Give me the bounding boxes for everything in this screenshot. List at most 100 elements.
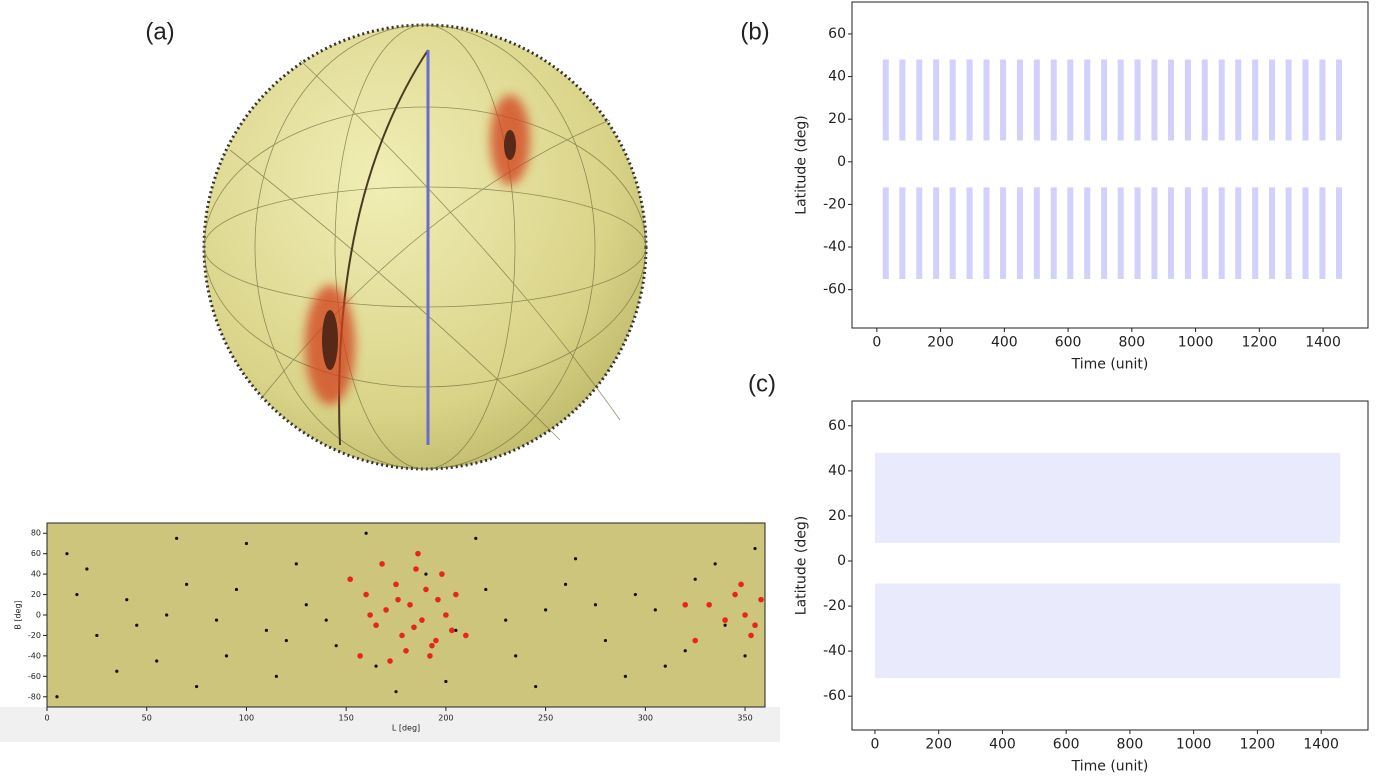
y-tick-label: -60 (823, 282, 846, 298)
point (407, 601, 413, 608)
stripe (1134, 187, 1141, 279)
stripe (1067, 187, 1074, 279)
x-tick-label: 1200 (1241, 334, 1277, 350)
y-tick-label: 20 (828, 508, 846, 524)
point (653, 608, 657, 612)
point (363, 591, 369, 598)
point (394, 690, 398, 694)
y-tick-label: 0 (36, 611, 41, 620)
stripe (1050, 59, 1057, 141)
stripe (1218, 187, 1225, 279)
stripe (1285, 187, 1292, 279)
stripe (1319, 187, 1326, 279)
point (454, 628, 458, 632)
y-tick-label: -20 (823, 196, 846, 212)
x-tick-label: 1400 (1305, 334, 1341, 350)
point (443, 612, 449, 618)
point (663, 664, 667, 668)
y-tick-label: -20 (823, 598, 846, 614)
point (65, 552, 69, 556)
stripe (1184, 59, 1191, 141)
sphere (202, 23, 648, 471)
y-tick-label: -40 (823, 643, 846, 659)
stripe (1201, 187, 1208, 279)
point (155, 659, 159, 663)
x-tick-label: 1000 (1178, 334, 1214, 350)
point (413, 566, 419, 572)
stripe (1084, 59, 1091, 141)
point (435, 596, 441, 603)
x-tick-label: 200 (438, 713, 453, 722)
stripe (1269, 187, 1276, 279)
point (393, 581, 399, 588)
panel-label: (b) (740, 18, 769, 45)
dark-cores (322, 130, 516, 370)
point (534, 684, 538, 689)
stripe (1285, 59, 1292, 141)
point (194, 684, 199, 689)
y-tick-label: 20 (828, 111, 846, 127)
x-tick-label: 0 (872, 334, 881, 350)
stripe (933, 59, 940, 141)
point (439, 571, 445, 577)
point (399, 632, 405, 639)
stripe (1269, 59, 1276, 141)
point (284, 638, 288, 643)
stripe (1101, 59, 1108, 141)
stripe (1302, 187, 1309, 279)
stripe (1184, 187, 1191, 279)
x-tick-label: 1200 (1240, 736, 1276, 752)
y-tick-label: 0 (837, 553, 846, 569)
stripe (1235, 59, 1242, 141)
stripe (933, 187, 940, 279)
stripe (1033, 59, 1040, 141)
point (294, 562, 298, 566)
stripe (1168, 59, 1175, 141)
point (244, 541, 249, 546)
point (374, 664, 378, 668)
point (758, 596, 764, 603)
x-tick-label: 100 (239, 713, 254, 722)
point (415, 550, 421, 557)
stripe (966, 187, 973, 279)
stripe (949, 59, 956, 141)
point (224, 654, 229, 658)
panel-label: (a) (145, 18, 174, 45)
point (115, 669, 119, 673)
point (429, 642, 435, 649)
stripe (1067, 59, 1074, 141)
stripe (1151, 187, 1158, 279)
x-tick-label: 0 (44, 713, 49, 722)
y-tick-label: 80 (31, 529, 41, 538)
point (427, 653, 433, 659)
point (85, 567, 89, 571)
point (453, 591, 459, 598)
stripe (1134, 59, 1141, 141)
point (623, 674, 627, 678)
stripe (1016, 59, 1023, 141)
point (423, 586, 429, 593)
stripe (1000, 187, 1007, 279)
y-axis-label: Latitude (deg) (794, 516, 810, 615)
stripe (1101, 187, 1108, 279)
point (274, 674, 278, 678)
stripe (1168, 187, 1175, 279)
point (752, 622, 758, 629)
point (504, 618, 508, 622)
point (125, 598, 129, 602)
point (683, 649, 687, 653)
x-axis-label: Time (unit) (1071, 758, 1149, 774)
point (411, 624, 417, 631)
x-axis-label: Time (unit) (1071, 356, 1149, 372)
stripe (1218, 59, 1225, 141)
axes-frame (851, 400, 1369, 731)
point (732, 591, 738, 598)
y-axis-label: Latitude (deg) (794, 115, 810, 214)
y-tick-label: 20 (31, 590, 41, 599)
y-tick-label: -60 (28, 672, 41, 681)
point (383, 607, 389, 613)
x-tick-label: 350 (737, 713, 752, 722)
stripe (1084, 187, 1091, 279)
point (387, 658, 393, 664)
